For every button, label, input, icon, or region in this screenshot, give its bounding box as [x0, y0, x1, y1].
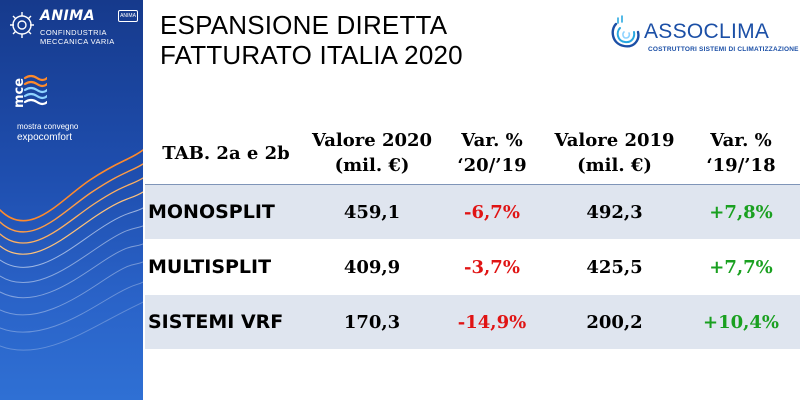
variation-19-18: +7,7%	[709, 256, 773, 278]
assoclima-logo: ASSOCLIMA COSTRUTTORI SISTEMI DI CLIMATI…	[608, 14, 799, 64]
variation-19-18: +10,4%	[702, 311, 780, 333]
variation-20-19: -3,7%	[464, 256, 520, 278]
table-row: SISTEMI VRF 170,3 -14,9% 200,2 +10,4%	[145, 295, 800, 350]
page-title: ESPANSIONE DIRETTA FATTURATO ITALIA 2020	[160, 10, 463, 70]
anima-name: ANIMA	[40, 8, 96, 24]
header-label: Valore 2020	[311, 130, 433, 151]
anima-logo: ANIMA ANIMA CONFINDUSTRIA MECCANICA VARI…	[6, 6, 138, 50]
value-2019: 425,5	[586, 256, 643, 278]
table-header-row: TAB. 2a e 2b Valore 2020 (mil. €) Var. %…	[145, 122, 800, 185]
header-label: Var. %	[461, 130, 523, 151]
value-2020: 170,3	[343, 311, 401, 333]
table-row: MONOSPLIT 459,1 -6,7% 492,3 +7,8%	[145, 185, 800, 240]
header-cell: TAB. 2a e 2b	[145, 122, 307, 184]
variation-20-19: -14,9%	[457, 311, 527, 333]
header-label: ‘19/’18	[706, 155, 776, 176]
header-label: (mil. €)	[577, 155, 652, 176]
header-cell: Var. % ‘19/’18	[682, 122, 800, 184]
table-row: MULTISPLIT 409,9 -3,7% 425,5 +7,7%	[145, 240, 800, 295]
header-label: (mil. €)	[334, 155, 410, 176]
row-label: MULTISPLIT	[148, 256, 272, 278]
anima-subtitle-2: MECCANICA VARIA	[40, 37, 115, 46]
row-label: SISTEMI VRF	[148, 311, 284, 333]
mce-acronym: mce	[12, 77, 27, 108]
value-2019: 492,3	[586, 201, 643, 223]
anima-gear-icon	[10, 12, 34, 38]
data-table: TAB. 2a e 2b Valore 2020 (mil. €) Var. %…	[145, 122, 800, 350]
header-cell: Valore 2019 (mil. €)	[547, 122, 682, 184]
assoclima-swirl-icon	[611, 15, 640, 48]
variation-20-19: -6,7%	[464, 201, 520, 223]
title-line-2: FATTURATO ITALIA 2020	[160, 40, 463, 70]
mce-subtitle-1: mostra convegno	[17, 122, 79, 131]
anima-badge: ANIMA	[118, 10, 138, 22]
header-label: Valore 2019	[554, 130, 675, 151]
header-label: Var. %	[710, 130, 772, 151]
row-label: MONOSPLIT	[148, 201, 275, 223]
header-cell: Valore 2020 (mil. €)	[307, 122, 437, 184]
value-2019: 200,2	[586, 311, 643, 333]
sidebar-panel: ANIMA ANIMA CONFINDUSTRIA MECCANICA VARI…	[0, 0, 143, 400]
header-cell: Var. % ‘20/’19	[437, 122, 547, 184]
assoclima-name: ASSOCLIMA	[644, 20, 770, 43]
mce-wave-icon	[23, 74, 47, 106]
mce-subtitle-2: expocomfort	[17, 132, 73, 143]
title-line-1: ESPANSIONE DIRETTA	[160, 10, 448, 40]
value-2020: 459,1	[343, 201, 401, 223]
header-label: TAB. 2a e 2b	[162, 142, 290, 164]
header-label: ‘20/’19	[457, 155, 527, 176]
decorative-waves	[0, 149, 143, 351]
value-2020: 409,9	[343, 256, 401, 278]
anima-subtitle-1: CONFINDUSTRIA	[40, 28, 107, 37]
variation-19-18: +7,8%	[709, 201, 773, 223]
assoclima-subtitle: COSTRUTTORI SISTEMI DI CLIMATIZZAZIONE	[648, 46, 799, 53]
